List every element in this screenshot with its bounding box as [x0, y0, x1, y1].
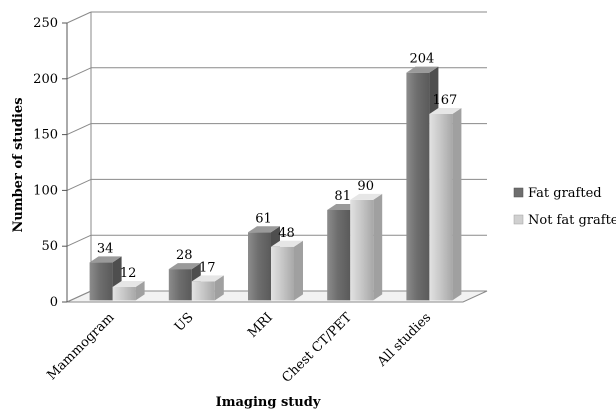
- side-grid-100: [66, 178, 92, 191]
- bar-mri-not-fat-grafted: [271, 240, 303, 301]
- bar-mri-not-fat-grafted-top: [271, 240, 303, 247]
- y-tick-label-250: 250: [33, 16, 58, 31]
- legend: Fat grafted Not fat grafted: [513, 186, 616, 228]
- bar-us-not-fat-grafted-front: [191, 281, 215, 301]
- legend-label-not-fat-grafted: Not fat grafted: [528, 213, 616, 228]
- bar-us-fat-grafted-top: [168, 263, 201, 270]
- data-label-us-fat-grafted: 28: [176, 248, 193, 263]
- bar-chest-ct-pet-not-fat-grafted-top: [350, 193, 383, 200]
- y-tick-label-150: 150: [33, 128, 58, 143]
- bar-all-studies-not-fat-grafted-top: [429, 107, 462, 114]
- data-label-chest-ct-pet-not-fat-grafted: 90: [357, 179, 374, 194]
- side-grid-0: [66, 290, 92, 303]
- bar-all-studies-not-fat-grafted: [429, 107, 462, 301]
- bar-us-not-fat-grafted-side: [214, 275, 224, 301]
- data-label-mammogram-not-fat-grafted: 12: [120, 266, 137, 281]
- bar-mri-not-fat-grafted-front: [271, 246, 294, 301]
- y-tick-label-50: 50: [41, 239, 58, 254]
- bar-mri-not-fat-grafted-side: [294, 240, 303, 301]
- x-tick-label-mri: MRI: [245, 310, 276, 341]
- data-label-us-not-fat-grafted: 17: [199, 260, 216, 275]
- bar-all-studies-fat-grafted-front: [406, 72, 430, 301]
- data-label-mri-fat-grafted: 61: [255, 211, 272, 226]
- bar-all-studies-not-fat-grafted-front: [429, 113, 453, 301]
- data-label-chest-ct-pet-fat-grafted: 81: [334, 189, 351, 204]
- plot-area: 0 50 100 150 200 250 34 12 Mammogram 28 17 US 61 48 MR…: [33, 11, 488, 386]
- bar-mri-fat-grafted-front: [248, 232, 271, 301]
- x-axis-title: Imaging study: [216, 395, 321, 410]
- data-label-mri-not-fat-grafted: 48: [278, 226, 295, 241]
- side-grid-200: [66, 67, 92, 80]
- bar-mammogram-not-fat-grafted: [112, 280, 145, 301]
- data-label-mammogram-fat-grafted: 34: [97, 241, 114, 256]
- bar-us-not-fat-grafted: [191, 275, 224, 301]
- side-grid-250: [66, 11, 92, 24]
- y-tick-label-200: 200: [33, 72, 58, 87]
- bar-all-studies-fat-grafted-top: [406, 66, 439, 73]
- side-grid-150: [66, 123, 92, 136]
- data-label-all-studies-not-fat-grafted: 167: [432, 93, 457, 108]
- x-tick-label-chest-ct-pet: Chest CT/PET: [279, 310, 355, 386]
- side-grid-50: [66, 234, 92, 247]
- bar-mammogram-not-fat-grafted-front: [112, 286, 136, 301]
- bar-mri-fat-grafted-top: [248, 226, 280, 233]
- data-label-all-studies-fat-grafted: 204: [409, 52, 434, 67]
- y-tick-label-100: 100: [33, 183, 58, 198]
- bar-chest-ct-pet-not-fat-grafted: [350, 193, 383, 301]
- x-tick-label-us: US: [172, 310, 197, 335]
- x-tick-label-mammogram: Mammogram: [44, 310, 117, 383]
- bar-mammogram-not-fat-grafted-top: [112, 280, 145, 287]
- legend-swatch-fat-grafted: [513, 187, 524, 198]
- bar-chest-ct-pet-not-fat-grafted-front: [350, 199, 374, 301]
- bar-us-not-fat-grafted-top: [191, 275, 224, 282]
- bar-chest-ct-pet-not-fat-grafted-side: [373, 193, 383, 301]
- legend-label-fat-grafted: Fat grafted: [528, 186, 602, 201]
- bar-chest-ct-pet-fat-grafted-front: [327, 209, 351, 301]
- x-tick-label-all-studies: All studies: [374, 310, 434, 370]
- bar-mammogram-not-fat-grafted-side: [135, 280, 145, 301]
- bar-us-fat-grafted-front: [168, 269, 192, 301]
- y-tick-label-0: 0: [50, 295, 58, 310]
- y-axis-title: Number of studies: [11, 97, 26, 232]
- bar-all-studies-not-fat-grafted-side: [452, 107, 462, 301]
- bar-mammogram-fat-grafted-front: [89, 262, 113, 301]
- bar-mammogram-fat-grafted-top: [89, 256, 122, 263]
- legend-swatch-not-fat-grafted: [513, 214, 524, 225]
